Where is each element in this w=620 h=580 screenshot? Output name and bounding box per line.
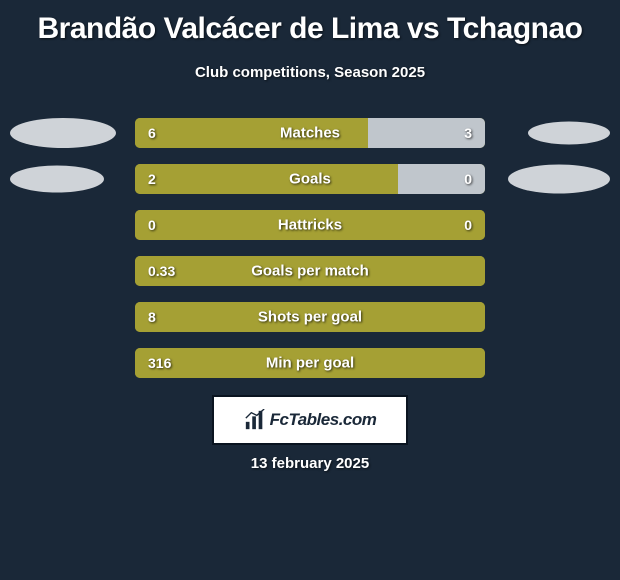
- player-left-ellipse: [10, 166, 104, 193]
- date-label: 13 february 2025: [251, 455, 369, 472]
- stat-value-left: 8: [148, 309, 156, 325]
- comparison-chart: 6 3 Matches 2 0 Goals 0 0 Hattricks 0.33 Goals per…: [0, 110, 620, 386]
- stat-value-left: 2: [148, 171, 156, 187]
- stat-bar-left: [135, 164, 398, 194]
- subtitle: Club competitions, Season 2025: [0, 64, 620, 81]
- stat-value-left: 6: [148, 125, 156, 141]
- stat-value-right: 0: [464, 217, 472, 233]
- stat-value-left: 316: [148, 355, 171, 371]
- stat-row: 6 3 Matches: [0, 110, 620, 156]
- fctables-logo[interactable]: FcTables.com: [212, 395, 408, 445]
- chart-icon: [244, 409, 266, 431]
- stat-row: 0 0 Hattricks: [0, 202, 620, 248]
- stat-value-right: 3: [464, 125, 472, 141]
- player-left-ellipse: [10, 118, 116, 148]
- stat-row: 8 Shots per goal: [0, 294, 620, 340]
- stat-label: Min per goal: [266, 355, 354, 372]
- stat-label: Goals: [289, 171, 331, 188]
- stat-value-left: 0: [148, 217, 156, 233]
- stat-row: 0.33 Goals per match: [0, 248, 620, 294]
- stat-row: 2 0 Goals: [0, 156, 620, 202]
- stat-label: Matches: [280, 125, 340, 142]
- player-right-ellipse: [508, 165, 610, 194]
- player-right-ellipse: [528, 122, 610, 145]
- stat-label: Shots per goal: [258, 309, 362, 326]
- stat-row: 316 Min per goal: [0, 340, 620, 386]
- stat-label: Hattricks: [278, 217, 342, 234]
- stat-value-right: 0: [464, 171, 472, 187]
- logo-text: FcTables.com: [270, 410, 377, 430]
- stat-value-left: 0.33: [148, 263, 175, 279]
- stat-label: Goals per match: [251, 263, 369, 280]
- page-title: Brandão Valcácer de Lima vs Tchagnao: [0, 0, 620, 46]
